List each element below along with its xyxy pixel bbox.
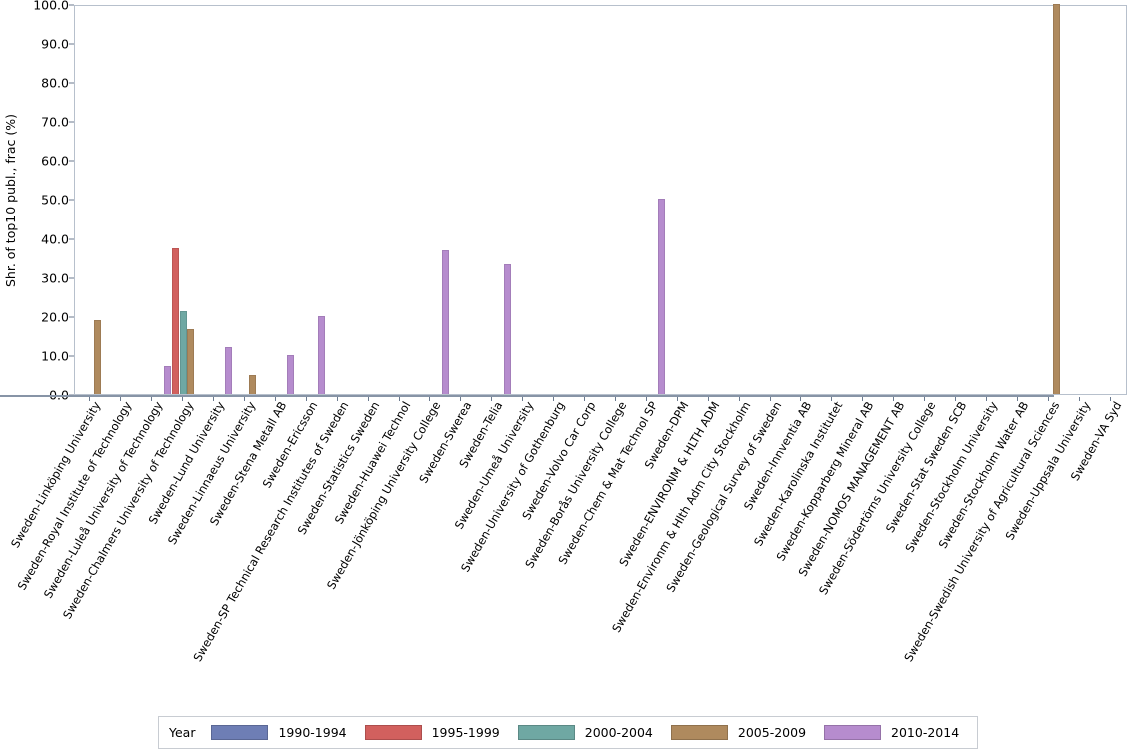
legend-entry[interactable]: 1990-1994 xyxy=(211,725,347,740)
legend-label: 2010-2014 xyxy=(891,725,960,740)
bar xyxy=(225,347,233,394)
x-axis-labels: Sweden-Linköping University Sweden-Royal … xyxy=(0,399,1134,700)
bar xyxy=(248,374,256,394)
x-tick-mark xyxy=(120,397,122,401)
x-tick-mark xyxy=(1047,397,1049,401)
y-axis-ticks: 0.010.020.030.040.050.060.070.080.090.01… xyxy=(22,0,74,403)
y-tick-mark xyxy=(69,277,74,279)
bar xyxy=(172,247,180,394)
y-tick-mark xyxy=(69,82,74,84)
x-tick-mark xyxy=(893,397,895,401)
y-tick-label: 80.0 xyxy=(41,75,69,91)
x-tick-mark xyxy=(954,397,956,401)
legend: Year 1990-1994 1995-1999 2000-2004 2005-200… xyxy=(158,716,978,749)
bar xyxy=(287,355,295,394)
x-tick-mark xyxy=(862,397,864,401)
legend-entry[interactable]: 2000-2004 xyxy=(517,725,653,740)
y-tick-mark xyxy=(69,160,74,162)
legend-swatch xyxy=(517,725,575,740)
bar xyxy=(94,319,102,394)
x-tick-mark xyxy=(274,397,276,401)
legend-entry[interactable]: 2005-2009 xyxy=(670,725,807,740)
legend-label: 1990-1994 xyxy=(278,725,347,740)
x-tick-mark xyxy=(398,397,400,401)
y-axis-title-text: Shr. of top10 publ., frac (%) xyxy=(3,113,19,287)
x-tick-mark xyxy=(676,397,678,401)
legend-label: 2005-2009 xyxy=(737,725,807,740)
y-tick-label: 60.0 xyxy=(41,153,69,169)
legend-entries: 1990-1994 1995-1999 2000-2004 2005-2009 2010… xyxy=(211,725,977,740)
x-tick-mark xyxy=(522,397,524,401)
x-tick-mark xyxy=(1016,397,1018,401)
bars-container xyxy=(75,4,1126,394)
y-tick-mark xyxy=(69,355,74,357)
legend-swatch xyxy=(211,725,269,740)
y-tick-label: 40.0 xyxy=(41,231,69,247)
legend-title: Year xyxy=(169,725,196,740)
y-tick-mark xyxy=(69,238,74,240)
x-tick-mark xyxy=(213,397,215,401)
x-tick-mark xyxy=(305,397,307,401)
x-tick-mark xyxy=(89,397,91,401)
y-tick-mark xyxy=(69,199,74,201)
x-tick-mark xyxy=(707,397,709,401)
legend-swatch xyxy=(824,725,882,740)
x-tick-mark xyxy=(429,397,431,401)
y-tick-mark xyxy=(69,43,74,45)
y-tick-label: 100.0 xyxy=(33,0,69,13)
y-tick-mark xyxy=(69,316,74,318)
bar xyxy=(163,366,171,394)
legend-swatch xyxy=(670,725,728,740)
bar xyxy=(441,249,449,394)
x-tick-mark xyxy=(460,397,462,401)
bar xyxy=(187,328,195,394)
legend-label: 2000-2004 xyxy=(584,725,653,740)
y-tick-label: 70.0 xyxy=(41,114,69,130)
bar xyxy=(318,316,326,394)
bar xyxy=(179,310,187,394)
x-tick-mark xyxy=(831,397,833,401)
legend-entry[interactable]: 1995-1999 xyxy=(364,725,500,740)
x-tick-label: Sweden-SP Technical Research Institutes … xyxy=(190,399,352,665)
x-tick-mark xyxy=(491,397,493,401)
x-tick-mark xyxy=(151,397,153,401)
x-tick-mark xyxy=(985,397,987,401)
x-tick-mark xyxy=(584,397,586,401)
x-tick-mark xyxy=(1109,397,1111,401)
y-tick-label: 20.0 xyxy=(41,309,69,325)
x-tick-mark xyxy=(182,397,184,401)
x-tick-mark xyxy=(614,397,616,401)
x-tick-mark xyxy=(769,397,771,401)
x-tick-mark xyxy=(367,397,369,401)
y-tick-label: 10.0 xyxy=(41,348,69,364)
x-tick-mark xyxy=(1078,397,1080,401)
bar xyxy=(503,264,511,394)
x-axis-line xyxy=(0,395,1054,397)
x-tick-mark xyxy=(244,397,245,401)
x-tick-mark xyxy=(645,397,647,401)
bar xyxy=(658,199,666,394)
y-axis-title: Shr. of top10 publ., frac (%) xyxy=(0,0,22,400)
y-tick-mark xyxy=(69,4,74,6)
x-tick-mark xyxy=(738,397,740,401)
legend-swatch xyxy=(364,725,422,740)
plot-area xyxy=(74,4,1127,395)
bar xyxy=(1052,4,1060,394)
y-tick-label: 30.0 xyxy=(41,270,69,286)
x-tick-mark xyxy=(800,397,802,401)
legend-label: 1995-1999 xyxy=(431,725,500,740)
x-tick-mark xyxy=(924,397,926,401)
legend-entry[interactable]: 2010-2014 xyxy=(824,725,959,740)
x-tick-mark xyxy=(336,397,338,401)
x-tick-mark xyxy=(553,397,555,401)
y-tick-mark xyxy=(69,121,74,123)
y-tick-label: 50.0 xyxy=(41,192,69,208)
y-tick-label: 90.0 xyxy=(41,36,69,52)
